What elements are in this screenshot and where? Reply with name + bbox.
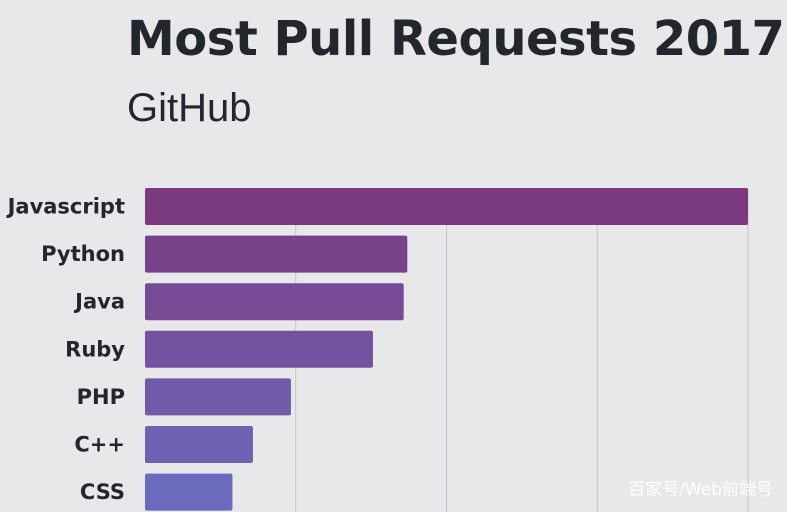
bar-c- bbox=[145, 426, 253, 463]
category-label: Ruby bbox=[65, 337, 125, 361]
category-label: CSS bbox=[80, 480, 125, 504]
chart-title: Most Pull Requests 2017 bbox=[127, 11, 785, 67]
bar-javascript bbox=[145, 188, 748, 225]
watermark-text: 百家号/Web前端号 bbox=[628, 480, 773, 500]
category-label: PHP bbox=[77, 385, 125, 409]
category-label: Java bbox=[73, 290, 125, 314]
bar-css bbox=[145, 473, 233, 511]
chart-subtitle: GitHub bbox=[127, 86, 252, 130]
bar-python bbox=[145, 235, 408, 273]
category-label: Javascript bbox=[6, 195, 125, 219]
category-label: Python bbox=[41, 242, 125, 266]
bar-java bbox=[145, 283, 404, 321]
category-label: C++ bbox=[74, 433, 125, 457]
bar-ruby bbox=[145, 330, 373, 368]
bar-php bbox=[145, 378, 291, 416]
